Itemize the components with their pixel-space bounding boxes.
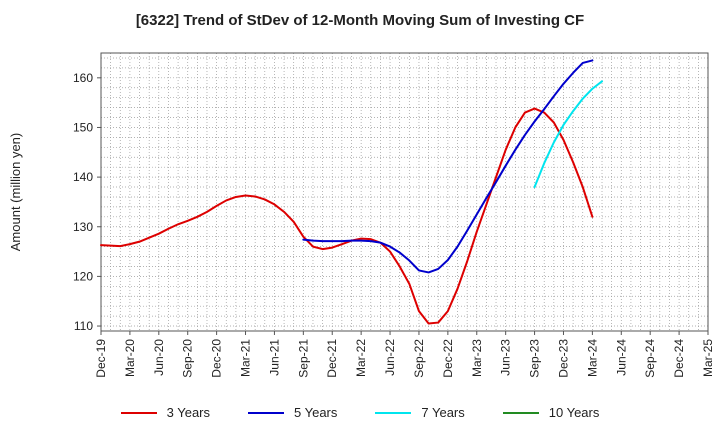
x-tick-label: Sep-23	[528, 339, 542, 378]
x-tick-label: Dec-19	[94, 339, 108, 378]
legend-item: 3 Years	[120, 405, 210, 420]
x-tick-label: Mar-20	[123, 339, 137, 377]
legend-label: 5 Years	[294, 405, 338, 420]
x-tick-label: Mar-22	[354, 339, 368, 377]
x-tick-label: Dec-22	[441, 339, 455, 378]
x-tick-label: Sep-24	[643, 339, 657, 378]
x-tick-label: Dec-21	[325, 339, 339, 378]
x-tick-label: Jun-20	[152, 339, 166, 376]
y-tick-label: 140	[73, 170, 93, 184]
y-tick-label: 130	[73, 220, 93, 234]
x-tick-label: Dec-23	[556, 339, 570, 378]
y-tick-label: 110	[74, 319, 93, 333]
legend-item: 7 Years	[375, 405, 465, 420]
x-tick-label: Jun-23	[499, 339, 513, 376]
x-tick-label: Jun-21	[267, 339, 281, 376]
x-tick-label: Dec-24	[672, 339, 686, 378]
y-axis-label: Amount (million yen)	[8, 133, 23, 252]
legend-swatch	[120, 411, 157, 414]
chart-title: [6322] Trend of StDev of 12-Month Moving…	[135, 12, 585, 29]
x-tick-label: Mar-25	[701, 339, 715, 377]
legend-swatch	[248, 411, 284, 414]
legend: 3 Years 5 Years 7 Years 10 Years	[0, 405, 720, 420]
series-line-5-years	[302, 59, 594, 274]
x-tick-label: Sep-20	[181, 339, 195, 378]
legend-label: 3 Years	[166, 405, 210, 420]
legend-item: 5 Years	[248, 405, 337, 420]
plot-frame	[100, 52, 709, 332]
legend-label: 7 Years	[421, 405, 465, 420]
x-tick-label: Dec-20	[210, 339, 224, 378]
y-tick-label: 160	[73, 71, 93, 85]
x-tick-label: Mar-24	[585, 339, 599, 377]
x-tick-label: Sep-21	[296, 339, 310, 378]
legend-label: 10 Years	[548, 405, 600, 420]
series-line-3-years	[100, 107, 594, 325]
legend-item: 10 Years	[502, 405, 600, 420]
x-tick-label: Jun-22	[383, 339, 397, 376]
plot-area	[101, 53, 708, 331]
x-tick-label: Mar-21	[239, 339, 253, 377]
x-tick-label: Mar-23	[470, 339, 484, 377]
legend-swatch	[375, 411, 412, 414]
series-line-7-years	[533, 80, 604, 189]
y-tick-label: 150	[73, 120, 93, 134]
legend-swatch	[502, 411, 539, 414]
x-tick-label: Jun-24	[614, 339, 628, 376]
y-tick-label: 120	[73, 269, 93, 283]
x-tick-label: Sep-22	[412, 339, 426, 378]
